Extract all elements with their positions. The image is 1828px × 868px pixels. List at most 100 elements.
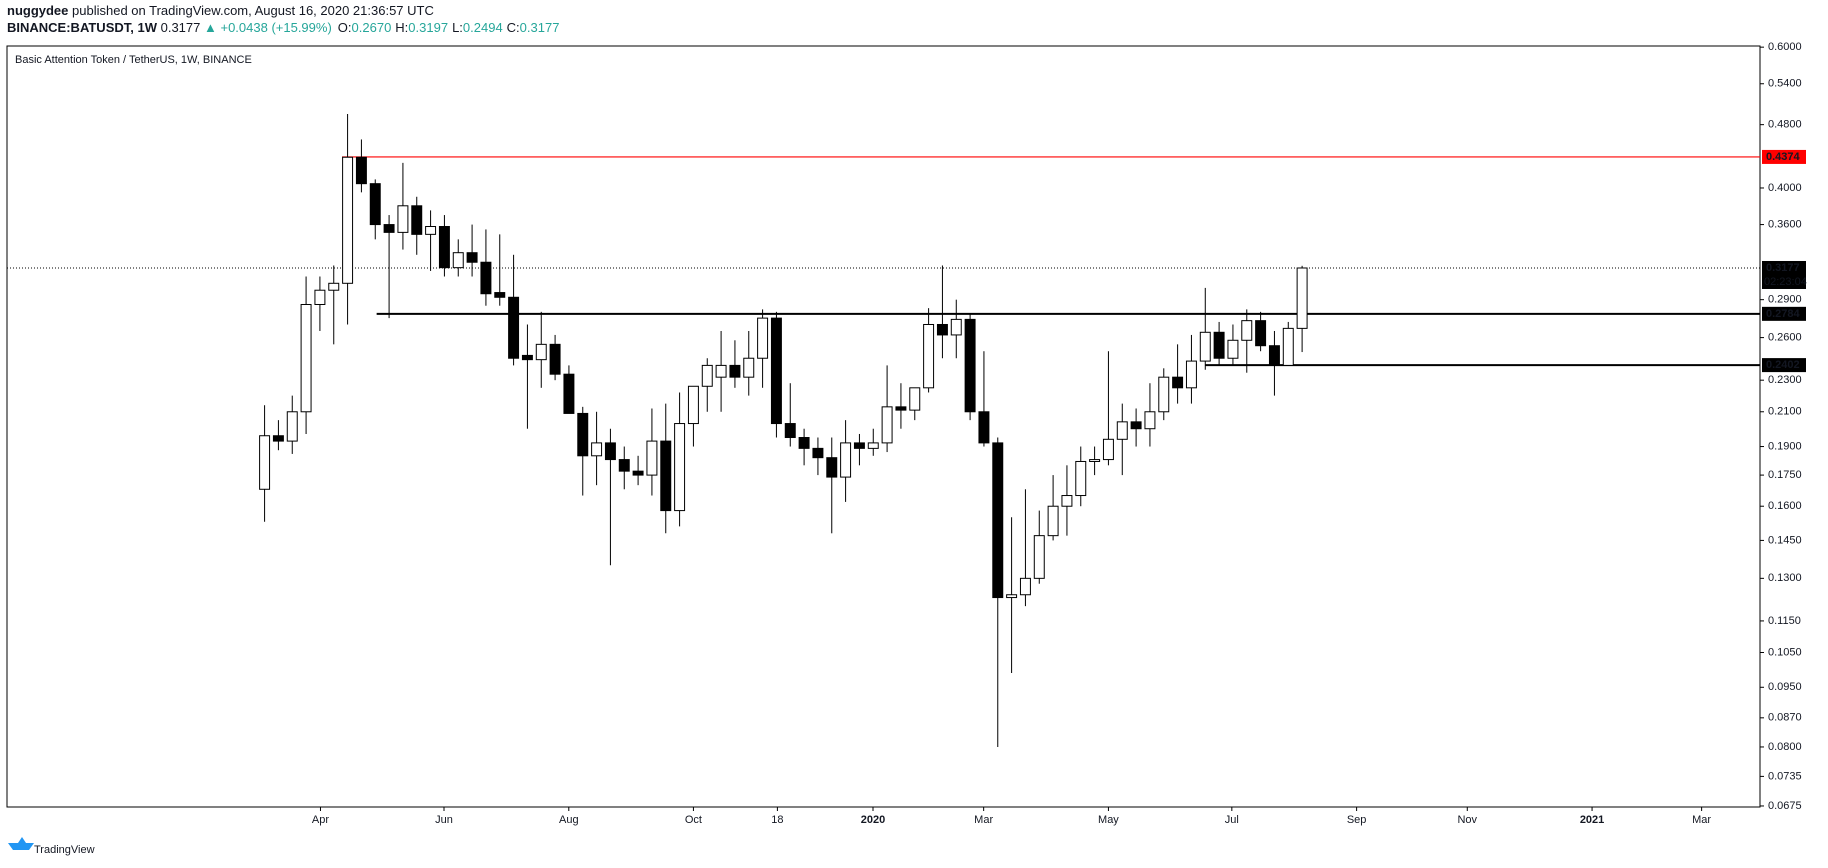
- candle-body: [563, 373, 575, 414]
- level-axis-box: [1762, 306, 1806, 321]
- candle-body: [1089, 459, 1101, 462]
- candle-body: [964, 318, 976, 413]
- candle-body: [895, 406, 907, 411]
- candle-body: [909, 387, 921, 411]
- x-tick-label: Aug: [559, 814, 579, 826]
- x-tick-label: Sep: [1347, 814, 1367, 826]
- ohlc-value: 0.2494: [463, 20, 503, 35]
- x-tick-label: Apr: [312, 814, 329, 826]
- candle-body: [397, 205, 409, 233]
- ohlc-value: 0.3197: [408, 20, 448, 35]
- ohlc-label: C:: [507, 20, 520, 35]
- candle-body: [1268, 345, 1280, 366]
- candle-body: [355, 156, 367, 185]
- candle-body: [798, 437, 810, 449]
- y-tick-label: 0.0675: [1768, 800, 1802, 812]
- candle-body: [328, 282, 340, 291]
- header-line-2: BINANCE:BATUSDT, 1W 0.3177 ▲ +0.0438 (+1…: [7, 20, 559, 35]
- candle-body: [757, 317, 769, 359]
- candle-body: [1144, 411, 1156, 430]
- symbol: BINANCE:BATUSDT, 1W: [7, 20, 158, 35]
- candle-body: [701, 364, 713, 387]
- y-tick-label: 0.5400: [1768, 78, 1802, 90]
- y-tick-label: 0.0735: [1768, 770, 1802, 782]
- candle-body: [743, 357, 755, 378]
- y-tick-label: 0.2300: [1768, 374, 1802, 386]
- candle-body: [632, 470, 644, 476]
- candle-body: [1255, 320, 1267, 347]
- candle-body: [660, 440, 672, 512]
- candle-body: [881, 406, 893, 444]
- y-tick-label: 0.2100: [1768, 406, 1802, 418]
- candle-body: [521, 354, 533, 361]
- candle-body: [1185, 360, 1197, 389]
- candle-body: [1019, 577, 1031, 596]
- candle-body: [272, 435, 284, 442]
- published: published on TradingView.com, August 16,…: [72, 3, 434, 18]
- brand: TradingView: [34, 844, 95, 856]
- x-tick-label: 18: [771, 814, 783, 826]
- candle-body: [853, 442, 865, 449]
- candle-body: [1172, 376, 1184, 389]
- candle-body: [1033, 535, 1045, 579]
- ohlc-value: 0.3177: [520, 20, 560, 35]
- candle-body: [1199, 331, 1211, 362]
- candle-body: [411, 205, 423, 235]
- candle-body: [383, 224, 395, 233]
- candle-body: [480, 261, 492, 295]
- countdown: 02:23:04: [1764, 276, 1807, 288]
- header-line-1: nuggydee published on TradingView.com, A…: [7, 3, 434, 18]
- candle-body: [604, 442, 616, 461]
- x-tick-label: Oct: [685, 814, 702, 826]
- x-tick-label: 2021: [1580, 814, 1604, 826]
- candle-body: [286, 411, 298, 442]
- y-tick-label: 0.0950: [1768, 681, 1802, 693]
- x-tick-label: Mar: [974, 814, 993, 826]
- y-tick-label: 0.6000: [1768, 41, 1802, 53]
- candle-body: [1282, 327, 1294, 366]
- candle-body: [591, 442, 603, 457]
- y-tick-label: 0.0870: [1768, 712, 1802, 724]
- level-axis-label: 0.2784: [1766, 308, 1801, 320]
- candle-body: [950, 318, 962, 336]
- x-tick-label: Jul: [1225, 814, 1239, 826]
- candle-body: [535, 343, 547, 361]
- ohlc-value: 0.2670: [352, 20, 392, 35]
- candle-body: [577, 412, 589, 457]
- y-tick-label: 0.1050: [1768, 646, 1802, 658]
- candle-body: [494, 292, 506, 298]
- candle-body: [549, 343, 561, 375]
- y-tick-label: 0.0800: [1768, 741, 1802, 753]
- candle-body: [674, 423, 686, 512]
- candle-body: [1158, 376, 1170, 413]
- author: nuggydee: [7, 3, 68, 18]
- ohlc-label: L:: [452, 20, 463, 35]
- chart-title: Basic Attention Token / TetherUS, 1W, BI…: [15, 54, 252, 66]
- x-tick-label: Nov: [1457, 814, 1477, 826]
- candle-body: [1241, 320, 1253, 341]
- candle-body: [1075, 460, 1087, 497]
- candle-body: [314, 289, 326, 305]
- level-axis-box: [1762, 149, 1806, 164]
- candle-body: [369, 183, 381, 226]
- ohlc-label: O:: [338, 20, 352, 35]
- candle-body: [826, 457, 838, 478]
- plot-frame: [6, 45, 1761, 808]
- candle-body: [259, 435, 271, 490]
- candle-body: [646, 440, 658, 476]
- candle-body: [1296, 267, 1308, 329]
- last: 0.3177: [161, 20, 201, 35]
- y-tick-label: 0.3600: [1768, 218, 1802, 230]
- y-tick-label: 0.4000: [1768, 182, 1802, 194]
- candle-body: [1227, 339, 1239, 359]
- level-axis-label: 0.2402: [1766, 359, 1800, 371]
- candle-body: [867, 442, 879, 449]
- candle-body: [729, 364, 741, 378]
- candle-body: [1213, 331, 1225, 359]
- x-tick-label: Mar: [1692, 814, 1711, 826]
- candle-body: [300, 303, 312, 413]
- candle-body: [618, 459, 630, 472]
- candle-body: [466, 252, 478, 263]
